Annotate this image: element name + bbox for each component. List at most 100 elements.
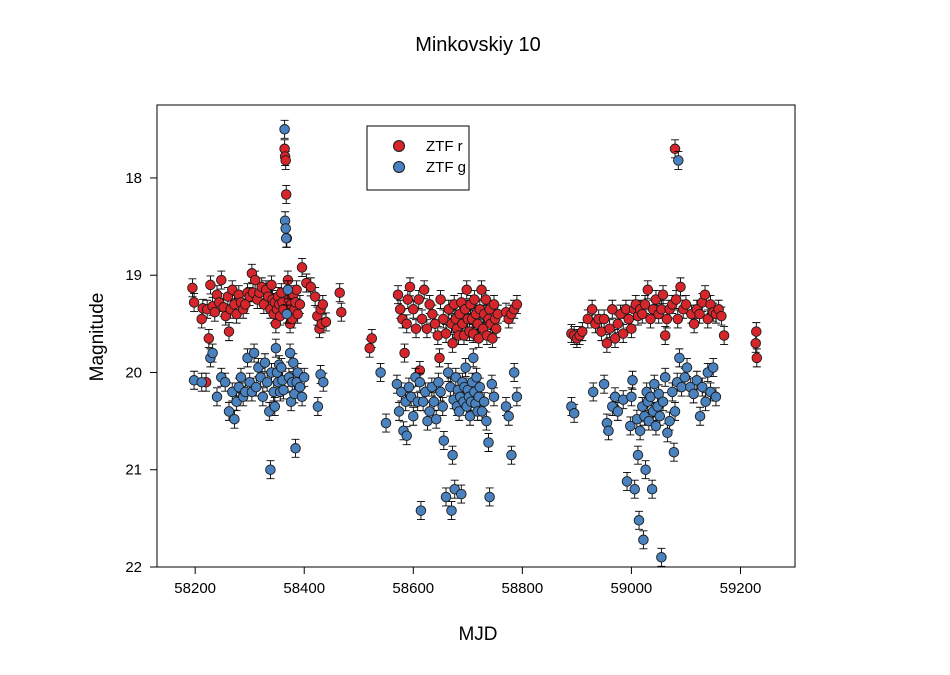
data-point (650, 294, 662, 305)
data-point (623, 313, 634, 325)
data-point (394, 304, 406, 315)
data-point (670, 294, 682, 305)
data-point (279, 124, 290, 135)
data-point (478, 396, 490, 407)
data-point (453, 406, 465, 417)
data-point (408, 410, 419, 422)
series-ztf-r (187, 139, 763, 392)
plot-area (187, 119, 763, 567)
data-point (710, 391, 722, 403)
data-point (586, 304, 598, 315)
data-point (598, 378, 610, 390)
series-ztf-g (188, 119, 722, 567)
data-point (223, 406, 235, 417)
data-point (261, 376, 273, 388)
x-tick-label: 58600 (392, 580, 434, 597)
data-point (281, 308, 293, 320)
data-point (309, 291, 321, 302)
data-point (702, 313, 714, 325)
x-tick-label: 59200 (720, 580, 762, 597)
data-point (634, 425, 646, 437)
data-point (418, 284, 430, 296)
data-point (568, 408, 580, 419)
data-point (750, 338, 761, 349)
data-point (216, 274, 227, 286)
data-point (288, 357, 299, 368)
data-point (257, 391, 269, 403)
data-point (699, 289, 711, 300)
data-point (209, 306, 221, 318)
legend-label-ztf-r: ZTF r (426, 138, 463, 155)
data-point (375, 367, 386, 378)
data-point (290, 443, 301, 454)
data-point (490, 323, 502, 334)
y-tick-label: 21 (125, 462, 142, 479)
data-point (317, 299, 329, 310)
x-tick-label: 59000 (611, 580, 653, 597)
data-point (673, 155, 684, 166)
data-point (500, 401, 512, 412)
plot-frame (156, 104, 796, 568)
data-point (280, 155, 291, 166)
legend: ZTF r ZTF g (366, 125, 470, 191)
y-tick-label: 18 (125, 170, 142, 187)
data-point (661, 313, 673, 325)
data-point (364, 342, 375, 354)
data-point (484, 491, 495, 503)
data-point (474, 381, 486, 393)
data-point (667, 386, 678, 398)
y-axis-label: Magnitude (87, 293, 108, 382)
data-point (626, 323, 637, 334)
data-point (468, 352, 479, 364)
data-point (280, 233, 292, 244)
data-point (402, 294, 414, 305)
data-point (675, 281, 686, 293)
data-point (410, 323, 422, 334)
data-point (298, 372, 310, 383)
data-point (674, 352, 685, 364)
data-point (312, 401, 324, 412)
data-point (662, 427, 673, 439)
data-point (223, 326, 235, 337)
data-point (656, 552, 667, 563)
data-point (434, 352, 445, 364)
data-point (464, 410, 476, 422)
data-point (604, 323, 615, 334)
data-point (440, 328, 452, 339)
data-point (404, 281, 416, 293)
data-point (694, 308, 705, 320)
data-point (391, 378, 403, 390)
data-point (424, 299, 435, 310)
data-point (294, 381, 306, 393)
data-point (211, 391, 223, 403)
data-point (487, 333, 498, 344)
data-point (207, 347, 218, 359)
data-point (627, 375, 638, 386)
data-point (700, 396, 711, 407)
data-point (413, 294, 424, 305)
data-point (640, 464, 651, 475)
data-point (642, 284, 654, 296)
data-point (598, 313, 610, 325)
legend-label-ztf-g: ZTF g (426, 159, 466, 176)
data-point (235, 372, 247, 383)
data-point (672, 313, 684, 325)
y-tick-label: 19 (125, 267, 142, 284)
data-point (607, 304, 618, 315)
data-point (229, 413, 240, 425)
data-point (629, 483, 640, 495)
data-point (442, 367, 454, 378)
data-point (664, 415, 675, 427)
data-point (296, 262, 308, 273)
data-point (633, 515, 645, 526)
data-point (668, 446, 680, 458)
data-point (280, 223, 291, 234)
data-point (601, 338, 613, 349)
data-point (435, 386, 446, 398)
data-point (203, 333, 215, 344)
data-point (401, 318, 412, 330)
data-point (292, 308, 303, 320)
data-point (461, 284, 472, 296)
data-point (625, 420, 636, 432)
